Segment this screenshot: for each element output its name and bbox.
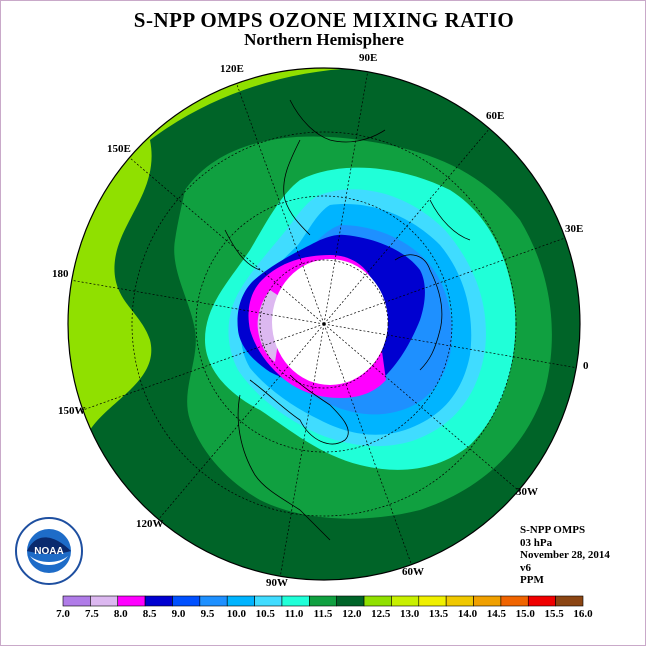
logo-text: NOAA bbox=[34, 546, 63, 557]
colorbar-tick-label: 11.0 bbox=[284, 608, 304, 620]
colorbar-tick-label: 8.5 bbox=[142, 608, 157, 620]
lon-label-120w: 120W bbox=[136, 518, 164, 530]
colorbar-tick-label: 14.0 bbox=[457, 608, 478, 620]
colorbar-tick-label: 14.5 bbox=[486, 608, 506, 620]
colorbar-tick-label: 9.0 bbox=[171, 608, 186, 620]
lon-label-90w: 90W bbox=[266, 577, 288, 589]
colorbar-tick-label: 13.0 bbox=[400, 608, 420, 620]
colorbar-tick-label: 16.0 bbox=[573, 608, 593, 620]
lon-label-60e: 60E bbox=[486, 110, 505, 122]
noaa-logo: NOAA bbox=[15, 517, 83, 585]
lon-label-30w: 30W bbox=[516, 486, 538, 498]
info-instrument: S-NPP OMPS bbox=[520, 524, 586, 536]
colorbar-tick-label: 9.5 bbox=[200, 608, 215, 620]
colorbar-tick-label: 7.5 bbox=[85, 608, 99, 620]
info-date: November 28, 2014 bbox=[520, 549, 610, 561]
lon-label-150w: 150W bbox=[58, 405, 86, 417]
polar-night-region bbox=[272, 259, 388, 385]
lon-label-60w: 60W bbox=[402, 566, 424, 578]
lon-label-30e: 30E bbox=[565, 223, 584, 235]
lon-label-90e: 90E bbox=[359, 52, 378, 64]
colorbar-tick-label: 11.5 bbox=[313, 608, 333, 620]
colorbar-tick-label: 7.0 bbox=[56, 608, 70, 620]
lon-label-0: 0 bbox=[583, 360, 589, 372]
colorbar-tick-label: 10.0 bbox=[226, 608, 246, 620]
map-subtitle: Northern Hemisphere bbox=[244, 30, 404, 49]
graticule bbox=[69, 69, 579, 579]
info-units: PPM bbox=[520, 574, 544, 586]
colorbar-tick-label: 15.5 bbox=[544, 608, 564, 620]
colorbar-tick-label: 13.5 bbox=[428, 608, 449, 620]
colorbar-tick-label: 15.0 bbox=[515, 608, 535, 620]
lon-label-120e: 120E bbox=[220, 63, 244, 75]
colorbar-tick-label: 12.0 bbox=[342, 608, 362, 620]
map-border bbox=[67, 67, 581, 581]
colorbar-tick-label: 8.0 bbox=[113, 608, 128, 620]
lon-label-150e: 150E bbox=[107, 143, 131, 155]
lon-label-180: 180 bbox=[52, 268, 69, 280]
info-version: v6 bbox=[520, 561, 531, 574]
coastlines bbox=[224, 99, 471, 541]
info-panel: S-NPP OMPS 03 hPa November 28, 2014 v6 P… bbox=[520, 524, 610, 587]
map-title: S-NPP OMPS OZONE MIXING RATIO bbox=[133, 8, 515, 32]
colorbar-tick-label: 12.5 bbox=[371, 608, 391, 620]
colorbar-tick-label: 10.5 bbox=[255, 608, 275, 620]
info-level: 03 hPa bbox=[520, 536, 553, 549]
